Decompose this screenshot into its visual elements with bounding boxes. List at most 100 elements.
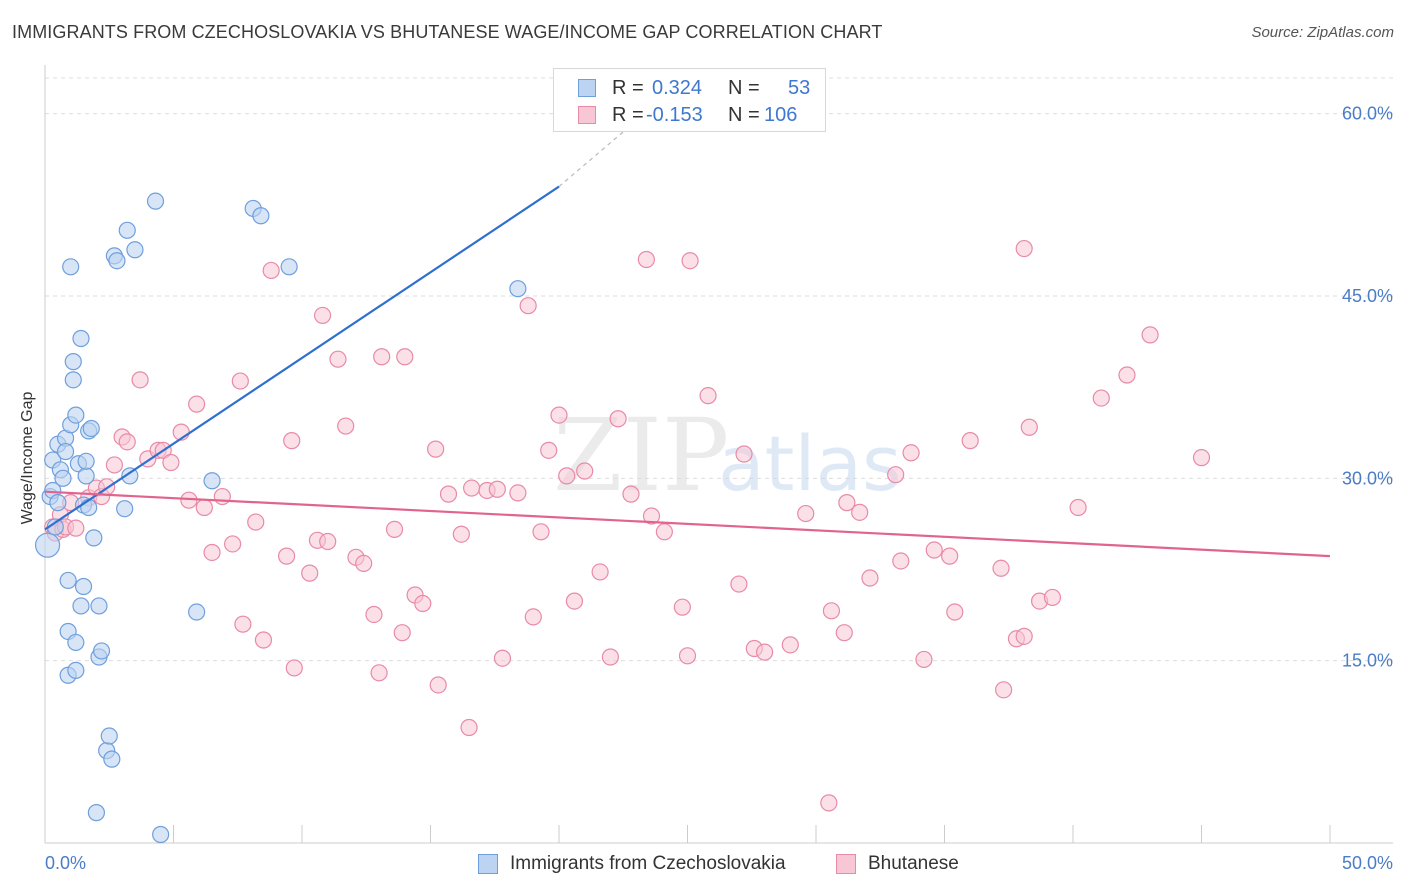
bhutanese-point — [254, 631, 273, 649]
bhutanese-point — [532, 523, 550, 541]
bhutanese-point — [460, 718, 478, 737]
bhutanese-point — [319, 532, 337, 551]
czechoslovakia-point — [90, 597, 108, 615]
bhutanese-point — [414, 594, 432, 613]
bhutanese-point — [861, 569, 879, 587]
czechoslovakia-point — [59, 571, 77, 590]
czechoslovakia-point — [74, 577, 93, 596]
watermark-atlas: atlas — [718, 419, 902, 508]
bhutanese-point — [313, 306, 332, 325]
bhutanese-point — [838, 494, 856, 512]
bhutanese-point — [301, 564, 319, 582]
legend-n-value: 106 — [764, 104, 798, 126]
bhutanese-point — [1015, 627, 1033, 645]
bhutanese-point — [781, 636, 799, 654]
bhutanese-point — [622, 485, 640, 503]
bhutanese-point — [195, 498, 213, 517]
y-tick-label: 60.0% — [1342, 104, 1393, 124]
czechoslovakia-point — [152, 825, 170, 844]
bhutanese-point — [995, 681, 1013, 699]
bhutanese-point — [355, 554, 373, 573]
bhutanese-point — [591, 563, 609, 581]
bhutanese-point — [162, 453, 180, 472]
bhutanese-point — [822, 602, 841, 620]
bhutanese-point — [429, 676, 447, 694]
czechoslovakia-point — [92, 642, 111, 660]
bhutanese-point — [365, 605, 383, 624]
bhutanese-point — [118, 433, 136, 451]
czechoslovakia-point — [67, 661, 85, 679]
bhutanese-point — [1092, 389, 1110, 407]
bhutanese-point — [509, 484, 527, 502]
bhutanese-point — [203, 543, 221, 562]
czechoslovakia-point — [56, 442, 75, 461]
bhutanese-point — [385, 520, 404, 538]
watermark: ZIP atlas — [553, 397, 902, 514]
y-tick-label: 30.0% — [1342, 468, 1393, 488]
legend-r-label: R = — [612, 77, 644, 99]
bhutanese-point — [558, 467, 576, 485]
bhutanese-point — [961, 432, 979, 450]
bhutanese-point — [1043, 588, 1062, 607]
legend-label: Bhutanese — [868, 853, 959, 874]
czechoslovakia-point — [121, 467, 139, 485]
chart-title: IMMIGRANTS FROM CZECHOSLOVAKIA VS BHUTAN… — [12, 22, 883, 42]
czechoslovakia-point — [80, 498, 98, 517]
bhutanese-point — [735, 445, 753, 463]
bhutanese-trend-line — [44, 490, 1331, 558]
legend-label: Immigrants from Czechoslovakia — [510, 853, 786, 874]
series-bhutanese — [44, 239, 1211, 812]
legend-r-label: R = — [612, 104, 644, 126]
bhutanese-point — [262, 261, 280, 280]
bhutanese-point — [851, 503, 869, 521]
bhutanese-point — [601, 648, 620, 666]
czechoslovakia-point — [280, 258, 298, 276]
czechoslovakia-point — [49, 494, 67, 512]
czechoslovakia-trend-line — [44, 185, 560, 531]
x-tick-label-max: 50.0% — [1342, 853, 1393, 873]
bhutanese-point — [946, 603, 964, 621]
bhutanese-point — [247, 513, 265, 531]
czechoslovakia-point — [64, 353, 82, 371]
bhutanese-point — [915, 650, 933, 669]
czechoslovakia-point — [54, 469, 72, 487]
czechoslovakia-point — [62, 258, 80, 276]
czechoslovakia-point — [67, 406, 85, 424]
legend-swatch-blue — [478, 854, 498, 874]
czechoslovakia-point — [116, 500, 134, 518]
bhutanese-point — [576, 462, 594, 480]
legend-n-value: 53 — [788, 77, 811, 99]
legend-swatch-pink — [578, 106, 596, 124]
bhutanese-point — [131, 371, 149, 389]
czechoslovakia-point — [188, 603, 206, 621]
bhutanese-point — [105, 456, 123, 474]
legend-r-value: 0.324 — [652, 77, 703, 99]
legend-row-bhutanese: R = -0.153 N = 106 — [554, 101, 825, 129]
bhutanese-point — [329, 350, 347, 368]
bhutanese-point — [797, 504, 815, 523]
bhutanese-point — [439, 485, 458, 503]
bhutanese-point — [277, 547, 296, 565]
chart-source: Source: ZipAtlas.com — [1251, 24, 1394, 41]
y-tick-label: 15.0% — [1342, 651, 1393, 671]
bhutanese-point — [1192, 449, 1211, 467]
bhutanese-point — [393, 624, 411, 642]
bhutanese-point — [655, 523, 673, 541]
bhutanese-point — [1020, 418, 1038, 436]
bhutanese-point — [1141, 326, 1159, 344]
bhutanese-point — [493, 649, 512, 667]
czechoslovakia-point — [146, 192, 165, 210]
czechoslovakia-point — [103, 750, 121, 768]
legend-swatch-blue — [578, 79, 596, 97]
bhutanese-point — [887, 466, 905, 484]
bhutanese-point — [637, 250, 655, 269]
czechoslovakia-point — [100, 727, 118, 745]
bhutanese-point — [941, 547, 959, 565]
bhutanese-point — [730, 575, 748, 593]
czechoslovakia-point — [34, 532, 61, 558]
bhutanese-point — [337, 417, 355, 435]
bhutanese-point — [609, 410, 627, 428]
axes — [44, 65, 1393, 844]
legend-r-value: -0.153 — [646, 104, 703, 126]
